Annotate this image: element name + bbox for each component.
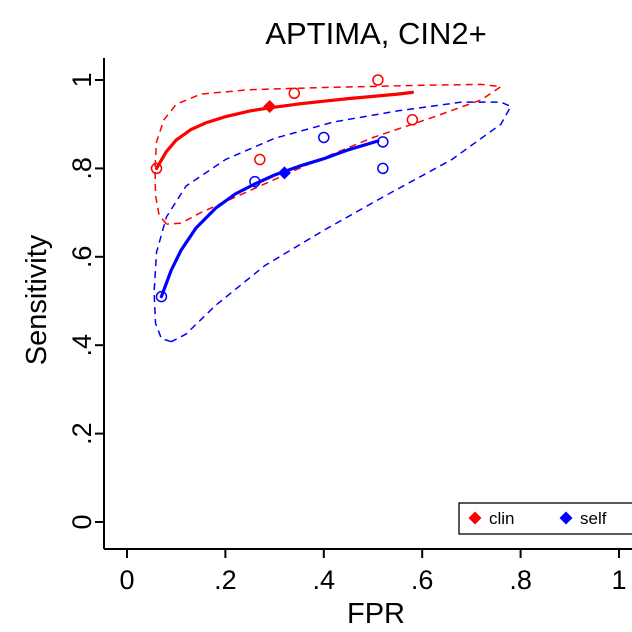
y-tick-label: .8 bbox=[67, 157, 97, 180]
y-tick-label: 0 bbox=[67, 514, 97, 529]
plot-area: 0 .2 .4 .6 .8 1 0 .2 .4 .6 .8 1 clin self bbox=[67, 58, 632, 595]
study-point-self bbox=[249, 175, 261, 188]
chart-title: APTIMA, CIN2+ bbox=[265, 16, 486, 51]
x-tick-label: .4 bbox=[313, 565, 336, 595]
study-point-self bbox=[318, 131, 330, 144]
summary-point-clin bbox=[263, 100, 277, 114]
summary-point-self bbox=[277, 166, 291, 180]
confidence-region-clin bbox=[154, 83, 504, 225]
y-axis-title: Sensitivity bbox=[21, 234, 53, 365]
x-tick-label: .2 bbox=[214, 565, 237, 595]
x-tick-label: 1 bbox=[611, 565, 626, 595]
study-point-clin bbox=[372, 74, 384, 86]
legend-box bbox=[458, 502, 632, 535]
study-point-clin bbox=[254, 153, 266, 166]
sroc-curve-clin bbox=[154, 90, 414, 170]
study-point-clin bbox=[406, 114, 419, 126]
legend-marker-self bbox=[559, 511, 573, 525]
confidence-region-self bbox=[153, 101, 512, 343]
study-point-clin bbox=[150, 162, 163, 175]
y-tick-label: 1 bbox=[67, 72, 97, 87]
sroc-curve-self bbox=[159, 139, 380, 299]
study-point-clin bbox=[288, 87, 301, 100]
legend-label-clin: clin bbox=[489, 509, 515, 528]
x-tick-label: .8 bbox=[509, 565, 532, 595]
legend-marker-clin bbox=[468, 511, 482, 525]
legend-label-self: self bbox=[580, 509, 607, 528]
study-point-self bbox=[377, 136, 389, 148]
x-axis-title: FPR bbox=[347, 598, 405, 630]
study-point-self bbox=[377, 162, 389, 175]
x-tick-label: 0 bbox=[119, 565, 134, 595]
y-tick-label: .4 bbox=[67, 334, 97, 357]
study-point-self bbox=[155, 290, 168, 303]
y-tick-label: .6 bbox=[67, 246, 97, 269]
y-tick-label: .2 bbox=[67, 422, 97, 445]
x-tick-label: .6 bbox=[411, 565, 434, 595]
